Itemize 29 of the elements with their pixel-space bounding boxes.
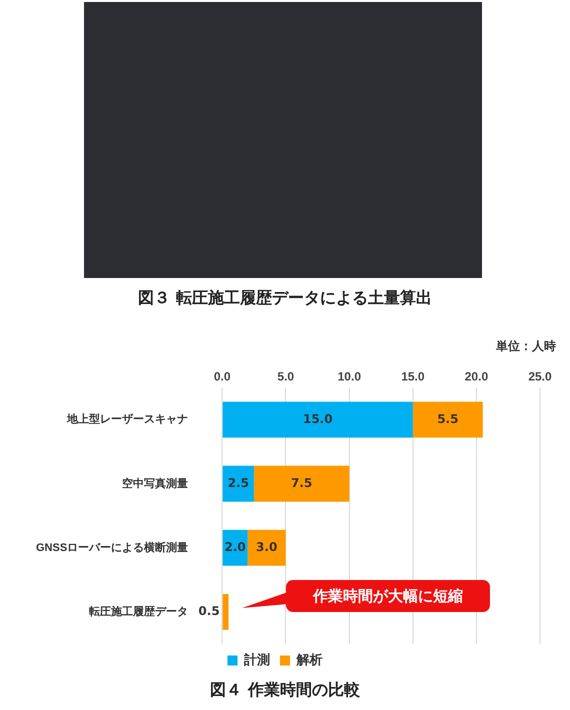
legend-label: 計測 [243,652,270,668]
annotation: 作業時間が大幅に短縮 [286,580,490,612]
bar [412,402,483,438]
data-label: 7.5 [291,476,312,490]
data-label: 0.5 [198,604,220,618]
x-tick-label: 20.0 [464,370,488,384]
legend-label: 解析 [296,652,322,668]
y-tick-label: 空中写真測量 [122,476,188,490]
x-tick-label: 15.0 [401,370,425,384]
caption: 図３ 転圧施工履歴データによる土量算出 [137,288,433,309]
x-tick-label: 10.0 [338,370,362,384]
bar [254,466,350,502]
x-axis-title: 単位：人時 [496,338,556,355]
y-tick-label: 転圧施工履歴データ [88,604,188,618]
data-label: 5.5 [437,412,458,426]
data-label: 2.0 [224,540,246,554]
text: 図４ 作業時間の比較 [209,680,361,701]
x-tick-label: 0.0 [214,370,231,384]
bar [222,466,254,502]
bar [222,402,413,438]
data-label: 2.5 [228,476,249,490]
data-label: 3.0 [256,540,278,554]
bar [248,530,286,566]
y-tick-label: 地上型レーザースキャナ [66,412,188,426]
x-tick-label: 5.0 [277,370,294,384]
y-tick-label: GNSSローバーによる横断測量 [36,540,188,554]
data-label: 15.0 [302,412,333,426]
bar [222,594,229,630]
x-tick-label: 25.0 [528,370,552,384]
